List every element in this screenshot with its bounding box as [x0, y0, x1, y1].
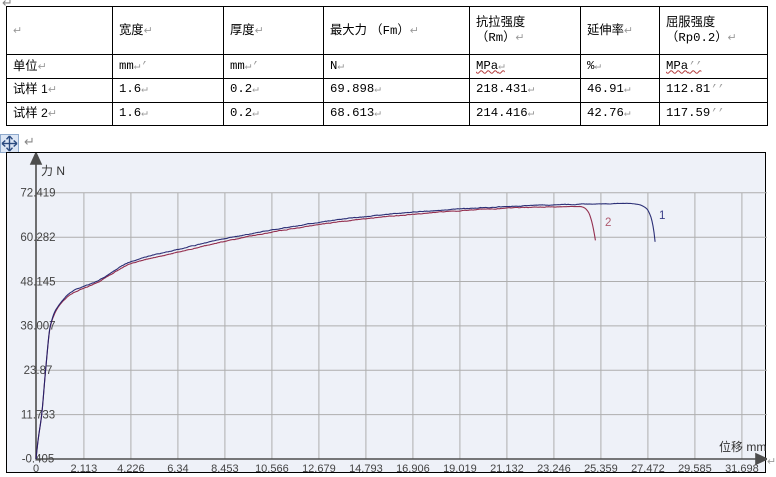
svg-text:23.87: 23.87 [24, 365, 53, 377]
svg-text:14.793: 14.793 [349, 463, 383, 474]
svg-text:2.113: 2.113 [71, 463, 98, 474]
svg-text:8.453: 8.453 [211, 463, 239, 474]
svg-text:位移 mm: 位移 mm [719, 439, 766, 454]
svg-text:12.679: 12.679 [302, 463, 336, 474]
svg-text:72.419: 72.419 [20, 188, 55, 200]
svg-text:19.019: 19.019 [443, 463, 477, 474]
svg-text:11.733: 11.733 [21, 409, 55, 421]
svg-text:60.282: 60.282 [20, 232, 55, 244]
svg-text:力 N: 力 N [41, 164, 65, 178]
svg-text:29.585: 29.585 [678, 463, 712, 474]
svg-text:31.698: 31.698 [725, 463, 759, 474]
svg-text:27.472: 27.472 [631, 463, 665, 474]
svg-text:10.566: 10.566 [255, 463, 289, 474]
svg-text:23.246: 23.246 [537, 463, 571, 474]
svg-text:48.145: 48.145 [20, 276, 55, 288]
svg-text:4.226: 4.226 [117, 463, 145, 474]
svg-text:1: 1 [659, 210, 665, 222]
svg-text:21.132: 21.132 [490, 463, 524, 474]
svg-text:25.359: 25.359 [584, 463, 618, 474]
svg-text:2: 2 [605, 217, 611, 229]
svg-text:16.906: 16.906 [396, 463, 430, 474]
svg-text:0: 0 [33, 463, 39, 474]
svg-text:6.34: 6.34 [167, 463, 188, 474]
